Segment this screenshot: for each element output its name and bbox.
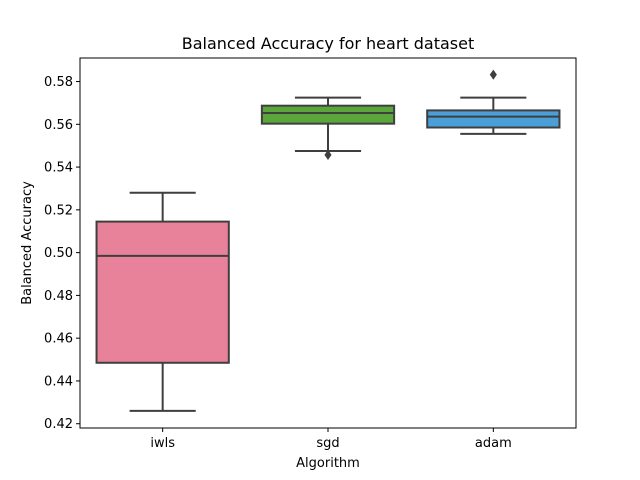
y-axis-ticks: 0.42 0.44 0.46 0.48 0.50 0.52 0.54 0.56 0.58 bbox=[44, 75, 80, 432]
box-iwls bbox=[95, 191, 230, 412]
y-tick-label: 0.56 bbox=[44, 118, 73, 133]
x-tick-label: adam bbox=[475, 436, 512, 451]
outlier-point bbox=[489, 69, 497, 80]
y-tick-label: 0.46 bbox=[44, 332, 73, 347]
y-tick-label: 0.42 bbox=[44, 417, 73, 432]
x-axis-label: Algorithm bbox=[296, 456, 360, 471]
chart-title: Balanced Accuracy for heart dataset bbox=[182, 34, 475, 53]
iqr-box bbox=[95, 220, 230, 364]
y-axis-label: Balanced Accuracy bbox=[20, 181, 35, 305]
box-sgd bbox=[260, 96, 396, 160]
y-tick-label: 0.48 bbox=[44, 289, 73, 304]
y-tick-label: 0.50 bbox=[44, 246, 73, 261]
boxes-layer bbox=[95, 69, 561, 412]
y-tick-label: 0.54 bbox=[44, 161, 73, 176]
x-axis-ticks: iwls sgd adam bbox=[150, 428, 512, 451]
iqr-box bbox=[426, 109, 561, 129]
y-tick-label: 0.44 bbox=[44, 374, 73, 389]
box-adam bbox=[426, 69, 561, 135]
x-tick-label: iwls bbox=[150, 436, 175, 451]
x-tick-label: sgd bbox=[316, 436, 339, 451]
y-tick-label: 0.52 bbox=[44, 203, 73, 218]
outlier-point bbox=[324, 149, 332, 160]
y-tick-label: 0.58 bbox=[44, 75, 73, 90]
iqr-box bbox=[260, 104, 396, 125]
